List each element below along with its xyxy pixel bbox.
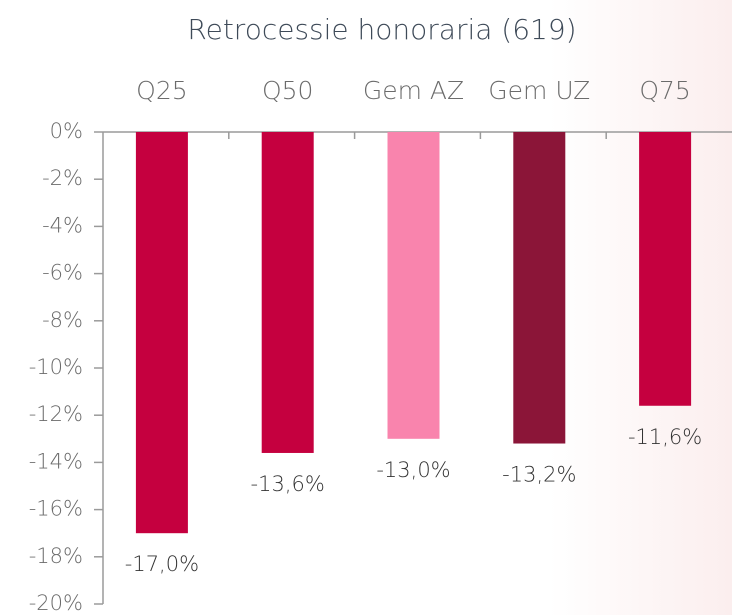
y-tick-label: -2%	[42, 166, 83, 190]
y-tick-label: -8%	[42, 308, 83, 332]
x-tick-label: Q50	[262, 76, 314, 105]
y-tick-label: -4%	[42, 213, 83, 237]
data-label: -17,0%	[125, 552, 199, 576]
bar	[135, 132, 188, 534]
data-label: -13,2%	[502, 463, 576, 487]
data-label: -13,0%	[376, 458, 450, 482]
bar	[387, 132, 440, 439]
chart-title: Retrocessie honoraria (619)	[187, 13, 576, 46]
y-tick-label: -10%	[29, 355, 83, 379]
y-tick-label: -6%	[42, 261, 83, 285]
bar	[639, 132, 692, 406]
y-tick-label: -16%	[29, 497, 83, 521]
x-tick-label: Q75	[639, 76, 691, 105]
x-tick-label: Gem UZ	[488, 76, 590, 105]
bar	[261, 132, 314, 453]
y-tick-label: -20%	[29, 591, 83, 615]
bar	[513, 132, 566, 444]
y-tick-label: -12%	[29, 402, 83, 426]
x-tick-label: Q25	[136, 76, 188, 105]
data-label: -13,6%	[251, 472, 325, 496]
x-tick-label: Gem AZ	[363, 76, 464, 105]
y-tick-label: -14%	[29, 449, 83, 473]
y-tick-label: 0%	[50, 119, 83, 143]
data-label: -11,6%	[628, 425, 702, 449]
y-tick-label: -18%	[29, 544, 83, 568]
